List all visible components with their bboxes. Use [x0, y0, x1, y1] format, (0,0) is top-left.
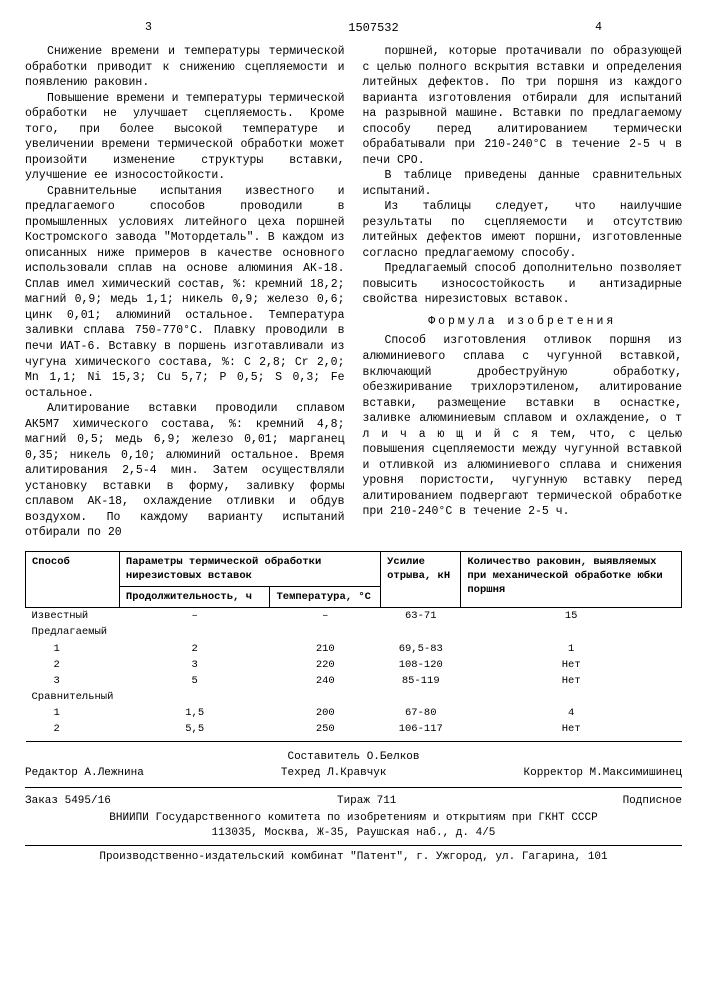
table-cell: 240	[270, 673, 381, 689]
col-params: Параметры термической обработки нирезист…	[119, 551, 380, 586]
table-cell	[381, 689, 461, 705]
table-cell: Нет	[461, 673, 682, 689]
formula-title: Формула изобретения	[363, 314, 683, 330]
editor: Редактор А.Лежнина	[25, 766, 144, 781]
order-line: Заказ 5495/16 Тираж 711 Подписное	[25, 792, 682, 811]
table-row: 25,5250106-117Нет	[26, 721, 682, 741]
staff-line: Редактор А.Лежнина Техред Л.Кравчук Корр…	[25, 764, 682, 783]
table-row: Сравнительный	[26, 689, 682, 705]
para: Повышение времени и температуры термичес…	[25, 91, 345, 184]
para: Сравнительные испытания известного и пре…	[25, 184, 345, 401]
page-right: 4	[595, 20, 602, 36]
table-cell: 69,5-83	[381, 641, 461, 657]
podpisnoe: Подписное	[623, 794, 682, 809]
subcol-duration: Продолжительность, ч	[119, 587, 270, 608]
right-column: поршней, которые протачивали по образующ…	[363, 44, 683, 541]
table-cell: 2	[26, 657, 120, 673]
subcol-temp: Температура, °С	[270, 587, 381, 608]
para: Предлагаемый способ дополнительно позвол…	[363, 261, 683, 308]
table-cell: 1	[461, 641, 682, 657]
table-cell: 1,5	[119, 705, 270, 721]
table-cell: Известный	[26, 608, 120, 625]
table-cell	[119, 624, 270, 640]
table-cell: 85-119	[381, 673, 461, 689]
table-cell: 4	[461, 705, 682, 721]
para: поршней, которые протачивали по образующ…	[363, 44, 683, 168]
table-cell: Нет	[461, 721, 682, 741]
table-cell: 3	[119, 657, 270, 673]
table-cell: 220	[270, 657, 381, 673]
table-cell	[119, 689, 270, 705]
patent-number: 1507532	[348, 20, 398, 36]
para: В таблице приведены данные сравнительных…	[363, 168, 683, 199]
para: Алитирование вставки проводили сплавом А…	[25, 401, 345, 541]
composer: Составитель О.Белков	[25, 750, 682, 765]
tirazh: Тираж 711	[337, 794, 396, 809]
vniipi: ВНИИПИ Государственного комитета по изоб…	[25, 811, 682, 826]
page-left: 3	[145, 20, 152, 36]
table-cell: 5,5	[119, 721, 270, 741]
table-cell	[381, 624, 461, 640]
table-cell: Предлагаемый	[26, 624, 120, 640]
publisher: Производственно-издательский комбинат "П…	[25, 850, 682, 865]
table-cell: 63-71	[381, 608, 461, 625]
table-cell	[270, 624, 381, 640]
table-cell: 2	[119, 641, 270, 657]
table-cell: –	[270, 608, 381, 625]
address: 113035, Москва, Ж-35, Раушская наб., д. …	[25, 826, 682, 841]
col-force: Усилие отрыва, кН	[381, 551, 461, 608]
divider	[25, 845, 682, 846]
table-row: Предлагаемый	[26, 624, 682, 640]
table-row: 11,520067-804	[26, 705, 682, 721]
col-method: Способ	[26, 551, 120, 608]
table-cell: 5	[119, 673, 270, 689]
divider	[25, 787, 682, 788]
table-cell: 200	[270, 705, 381, 721]
table-cell	[270, 689, 381, 705]
table-cell: 1	[26, 705, 120, 721]
table-cell: 15	[461, 608, 682, 625]
table-cell: 250	[270, 721, 381, 741]
tehred: Техред Л.Кравчук	[281, 766, 387, 781]
table-row: 3524085-119Нет	[26, 673, 682, 689]
table-cell: 3	[26, 673, 120, 689]
table-cell: 2	[26, 721, 120, 741]
para: Из таблицы следует, что наилучшие резуль…	[363, 199, 683, 261]
footer: Составитель О.Белков Редактор А.Лежнина …	[25, 750, 682, 865]
header-row: 3 1507532 4	[25, 20, 682, 36]
order: Заказ 5495/16	[25, 794, 111, 809]
table-cell: 106-117	[381, 721, 461, 741]
table-cell: –	[119, 608, 270, 625]
table-cell	[461, 624, 682, 640]
table-cell: Сравнительный	[26, 689, 120, 705]
left-column: Снижение времени и температуры термическ…	[25, 44, 345, 541]
corrector: Корректор М.Максимишинец	[524, 766, 682, 781]
table-row: 1221069,5-831	[26, 641, 682, 657]
table-cell: 67-80	[381, 705, 461, 721]
body-columns: Снижение времени и температуры термическ…	[25, 44, 682, 541]
formula-text: Способ изготовления отливок поршня из ал…	[363, 333, 683, 519]
table-row: 23220108-120Нет	[26, 657, 682, 673]
para: Снижение времени и температуры термическ…	[25, 44, 345, 91]
table-cell: Нет	[461, 657, 682, 673]
table-row: Известный––63-7115	[26, 608, 682, 625]
table-cell: 210	[270, 641, 381, 657]
data-table: Способ Параметры термической обработки н…	[25, 551, 682, 742]
table-cell: 1	[26, 641, 120, 657]
table-cell: 108-120	[381, 657, 461, 673]
col-rakovin: Количество раковин, выявляемых при механ…	[461, 551, 682, 608]
table-cell	[461, 689, 682, 705]
